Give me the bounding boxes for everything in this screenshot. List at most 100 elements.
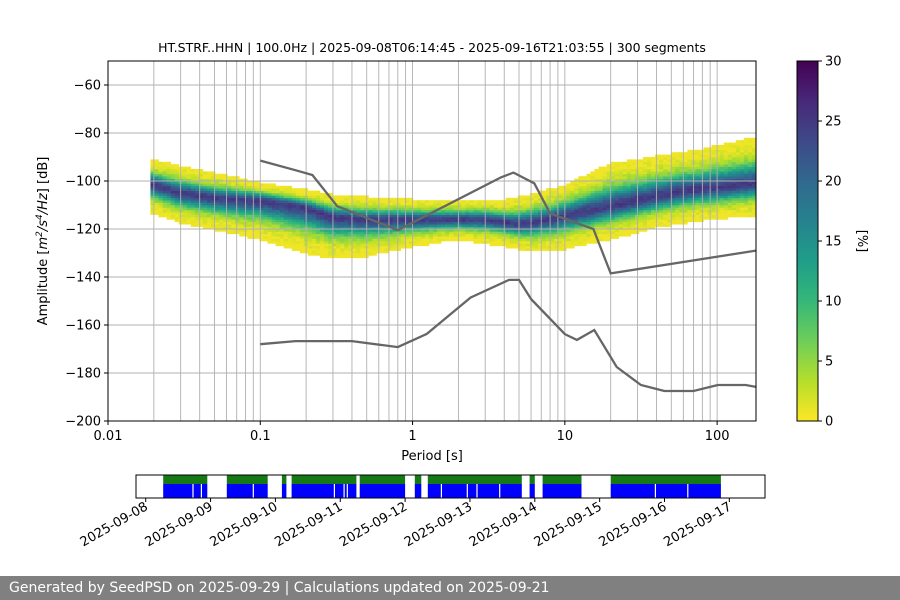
psd-density-cell (449, 238, 454, 242)
psd-density-cell (521, 217, 527, 220)
psd-density-cell (735, 185, 741, 189)
psd-density-cell (743, 157, 749, 160)
psd-density-cell (259, 229, 264, 232)
psd-density-cell (392, 214, 398, 218)
psd-density-cell (667, 173, 672, 177)
psd-density-cell (223, 207, 228, 211)
psd-density-cell (550, 205, 555, 208)
psd-density-cell (315, 209, 321, 213)
psd-density-cell (602, 197, 607, 201)
psd-density-cell (202, 200, 208, 203)
psd-density-cell (461, 209, 466, 213)
psd-density-cell (235, 207, 240, 211)
psd-density-cell (699, 154, 704, 158)
psd-density-cell (481, 205, 486, 208)
psd-density-cell (667, 195, 672, 199)
psd-density-cell (642, 190, 648, 194)
psd-density-cell (513, 241, 519, 244)
psd-density-cell (574, 226, 579, 230)
psd-density-cell (360, 250, 365, 254)
psd-density-cell (719, 209, 725, 213)
psd-density-cell (598, 200, 603, 203)
psd-density-cell (703, 176, 708, 179)
psd-density-cell (505, 243, 511, 247)
psd-density-cell (384, 207, 389, 211)
psd-density-cell (340, 255, 345, 259)
psd-density-cell (542, 238, 547, 242)
psd-density-cell (517, 245, 523, 249)
psd-density-cell (598, 183, 603, 187)
psd-density-cell (429, 229, 434, 232)
psd-density-cell (687, 200, 692, 203)
psd-density-cell (566, 195, 571, 199)
psd-density-cell (465, 217, 470, 220)
psd-density-cell (279, 207, 284, 211)
psd-density-cell (392, 200, 398, 203)
psd-density-cell (614, 166, 620, 170)
psd-density-cell (521, 229, 527, 232)
psd-density-cell (747, 140, 753, 143)
psd-density-cell (711, 193, 716, 196)
psd-density-cell (622, 178, 628, 182)
availability-segment-raw (542, 484, 582, 498)
psd-density-cell (324, 238, 329, 242)
psd-density-cell (699, 207, 704, 211)
psd-density-cell (731, 154, 737, 158)
psd-density-cell (295, 197, 301, 201)
psd-density-cell (429, 224, 434, 227)
psd-density-cell (295, 219, 301, 223)
psd-density-cell (586, 236, 591, 239)
psd-density-cell (150, 183, 155, 187)
psd-density-cell (206, 226, 212, 230)
psd-density-cell (509, 245, 515, 249)
psd-density-cell (202, 224, 208, 227)
psd-density-cell (396, 217, 402, 220)
psd-density-cell (546, 212, 551, 215)
psd-density-cell (582, 221, 587, 225)
psd-density-cell (433, 236, 438, 239)
psd-density-cell (546, 200, 551, 203)
psd-density-cell (546, 226, 551, 230)
psd-density-cell (324, 219, 329, 223)
psd-density-cell (348, 197, 353, 201)
psd-density-cell (392, 217, 398, 220)
psd-density-cell (469, 229, 474, 232)
psd-density-cell (647, 183, 652, 187)
psd-density-cell (659, 197, 664, 201)
psd-density-cell (723, 152, 729, 155)
psd-density-cell (590, 171, 595, 175)
psd-density-cell (614, 226, 620, 230)
psd-density-cell (582, 183, 587, 187)
psd-density-cell (751, 137, 756, 141)
psd-density-cell (380, 241, 385, 244)
psd-density-cell (723, 207, 729, 211)
psd-density-cell (328, 202, 333, 206)
psd-density-cell (247, 221, 252, 225)
psd-density-cell (562, 236, 567, 239)
psd-density-cell (429, 241, 434, 244)
psd-density-cell (320, 197, 325, 201)
psd-density-cell (477, 241, 482, 244)
psd-density-cell (667, 205, 672, 208)
psd-density-cell (271, 214, 276, 218)
psd-density-cell (433, 219, 438, 223)
psd-density-cell (731, 212, 737, 215)
psd-density-cell (642, 212, 648, 215)
psd-density-cell (606, 178, 611, 182)
psd-density-cell (570, 212, 575, 215)
psd-density-cell (227, 176, 232, 179)
psd-density-cell (731, 205, 737, 208)
psd-density-cell (525, 200, 531, 203)
psd-density-cell (521, 241, 527, 244)
psd-density-cell (703, 178, 708, 182)
psd-density-cell (703, 197, 708, 201)
psd-density-cell (586, 188, 591, 191)
availability-segment-processed (542, 475, 582, 484)
psd-density-cell (320, 212, 325, 215)
psd-density-cell (638, 169, 644, 172)
psd-density-cell (647, 197, 652, 201)
psd-density-cell (299, 224, 305, 227)
psd-density-cell (247, 181, 252, 184)
psd-density-cell (461, 238, 466, 242)
psd-density-cell (525, 221, 531, 225)
